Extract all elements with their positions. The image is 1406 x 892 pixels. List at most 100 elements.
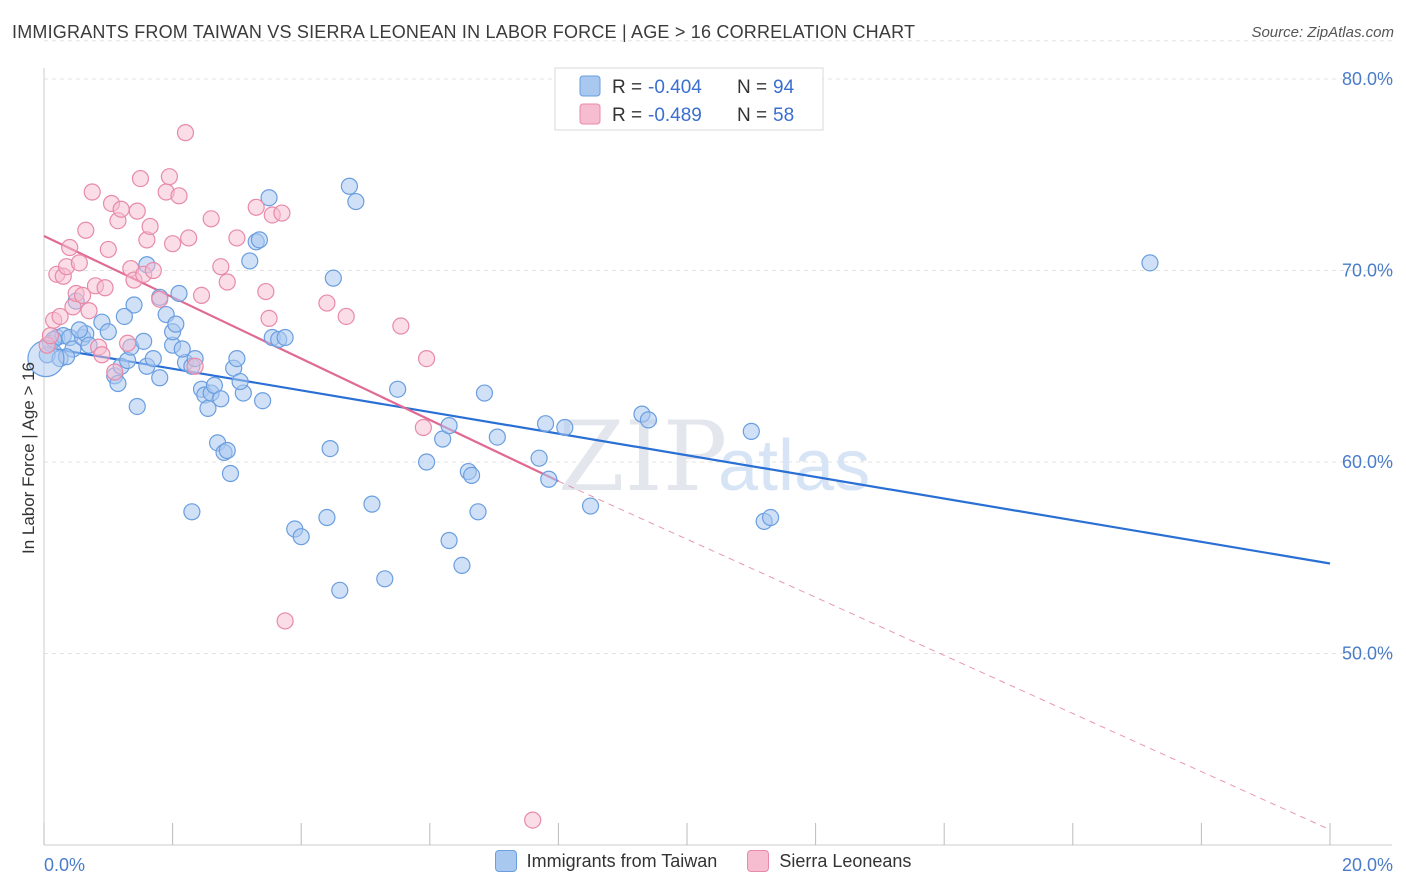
point-sierra-41 (192, 286, 211, 304)
bottom-legend-label-taiwan: Immigrants from Taiwan (526, 850, 718, 871)
trend-line-sierra-extension (558, 480, 1331, 831)
legend-r-value-1: -0.404 (648, 77, 702, 98)
point-taiwan-79 (581, 497, 600, 515)
legend-n-value-2: 58 (773, 105, 794, 126)
point-taiwan-88 (115, 307, 133, 326)
bottom-legend-swatch-sierra (747, 850, 770, 872)
point-sierra-56 (414, 418, 432, 437)
legend-r-value-2: -0.489 (648, 105, 702, 126)
point-sierra-17 (93, 346, 111, 364)
point-sierra-14 (83, 183, 101, 201)
x-tick-label-0: 0.0% (44, 855, 85, 875)
point-sierra-28 (131, 169, 150, 188)
point-sierra-13 (80, 302, 98, 320)
bottom-legend-item-taiwan: Immigrants from Taiwan (494, 850, 718, 872)
point-sierra-42 (202, 210, 220, 228)
point-taiwan-85 (1141, 254, 1159, 272)
tick-labels: 50.0% 60.0% 70.0% 80.0% 0.0% 20.0% (44, 69, 1393, 875)
point-sierra-47 (257, 282, 275, 301)
point-sierra-31 (141, 217, 159, 236)
point-taiwan-67 (440, 531, 458, 550)
point-sierra-7 (61, 238, 79, 257)
point-taiwan-53 (276, 328, 294, 347)
chart-title: IMMIGRANTS FROM TAIWAN VS SIERRA LEONEAN… (12, 22, 916, 42)
point-taiwan-75 (530, 449, 548, 467)
point-taiwan-48 (250, 231, 269, 249)
point-taiwan-84 (761, 508, 780, 527)
point-taiwan-89 (173, 340, 191, 358)
source-label: Source: ZipAtlas.com (1251, 24, 1394, 41)
point-sierra-45 (228, 229, 246, 247)
point-taiwan-92 (135, 332, 153, 350)
point-sierra-35 (160, 168, 178, 186)
point-taiwan-28 (167, 315, 185, 333)
point-sierra-38 (176, 124, 195, 142)
point-sierra-21 (106, 363, 124, 381)
point-sierra-55 (417, 349, 436, 368)
point-taiwan-65 (417, 453, 436, 471)
trend-lines (43, 235, 1331, 831)
point-sierra-57 (524, 811, 542, 829)
point-taiwan-59 (331, 581, 349, 599)
point-taiwan-42 (221, 464, 240, 483)
point-taiwan-58 (324, 269, 342, 287)
point-sierra-23 (112, 200, 130, 218)
point-taiwan-29 (170, 284, 188, 303)
point-taiwan-57 (321, 439, 339, 458)
point-sierra-46 (247, 198, 265, 216)
point-sierra-24 (118, 334, 137, 352)
legend-n-label-2: N = (737, 105, 767, 126)
point-sierra-27 (128, 202, 146, 220)
point-taiwan-60 (340, 177, 359, 195)
bottom-legend-item-sierra: Sierra Leoneans (747, 850, 911, 872)
trend-line-taiwan (43, 346, 1331, 565)
axes (43, 68, 1392, 846)
point-sierra-51 (276, 612, 294, 630)
bottom-legend-label-sierra: Sierra Leoneans (779, 850, 912, 871)
point-sierra-1 (41, 327, 60, 345)
point-taiwan-19 (128, 397, 146, 416)
point-taiwan-32 (183, 503, 201, 521)
legend: R = -0.404 N = 94 R = -0.489 N = 58 (554, 67, 824, 131)
gridlines (44, 40, 1392, 654)
point-taiwan-69 (453, 556, 471, 575)
point-taiwan-72 (469, 503, 487, 521)
legend-swatch-taiwan (579, 75, 601, 97)
watermark-atlas: atlas (718, 426, 870, 506)
point-sierra-4 (51, 307, 69, 326)
point-taiwan-90 (231, 372, 249, 391)
point-taiwan-91 (70, 321, 88, 339)
point-sierra-40 (186, 357, 204, 375)
point-taiwan-46 (241, 252, 259, 270)
series-sierra (38, 124, 542, 829)
y-tick-label-1: 60.0% (1342, 452, 1393, 472)
series-taiwan (27, 177, 1159, 599)
point-taiwan-49 (254, 392, 272, 410)
x-tick-label-1: 20.0% (1342, 855, 1393, 875)
y-tick-label-2: 70.0% (1342, 261, 1393, 281)
legend-n-label-1: N = (737, 77, 767, 98)
point-taiwan-23 (151, 369, 169, 387)
point-sierra-39 (180, 229, 198, 247)
point-sierra-12 (77, 221, 95, 239)
legend-r-label-2: R = (612, 105, 642, 126)
legend-r-label-1: R = (612, 77, 642, 98)
point-taiwan-78 (556, 418, 574, 437)
legend-swatch-sierra (579, 103, 601, 125)
point-taiwan-61 (347, 192, 365, 211)
point-sierra-11 (73, 286, 92, 304)
point-taiwan-71 (462, 466, 481, 485)
point-taiwan-18 (125, 296, 143, 314)
point-sierra-54 (392, 317, 410, 335)
point-taiwan-12 (99, 323, 117, 341)
point-taiwan-73 (475, 384, 494, 402)
point-sierra-37 (170, 187, 188, 205)
point-sierra-50 (273, 204, 291, 222)
point-taiwan-82 (742, 422, 760, 440)
point-taiwan-74 (488, 428, 506, 446)
point-sierra-33 (151, 290, 169, 308)
point-taiwan-62 (363, 495, 381, 513)
point-sierra-32 (144, 261, 162, 280)
watermark: ZIP atlas (558, 401, 870, 513)
